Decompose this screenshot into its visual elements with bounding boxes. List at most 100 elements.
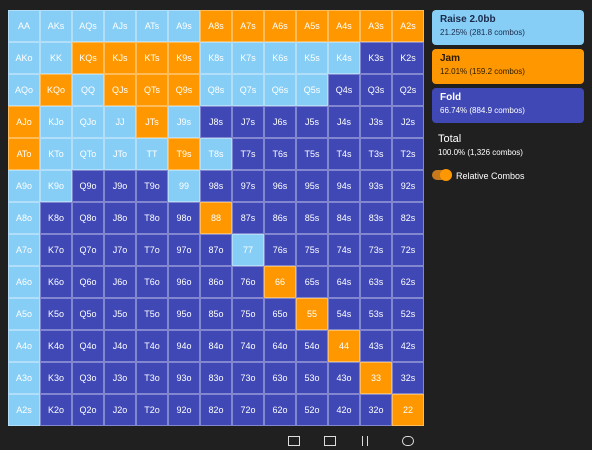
- legend-item: Raise 2.0bb 21.25% (281.8 combos): [432, 10, 584, 45]
- hand-cell: AA: [8, 10, 40, 42]
- hand-cell: 76s: [264, 234, 296, 266]
- hand-cell: Q4o: [72, 330, 104, 362]
- hand-cell: 76o: [232, 266, 264, 298]
- hand-cell: T9s: [168, 138, 200, 170]
- hand-cell: 54o: [296, 330, 328, 362]
- hand-cell: JTs: [136, 106, 168, 138]
- hand-cell: T6o: [136, 266, 168, 298]
- legend-detail: 12.01% (159.2 combos): [440, 67, 525, 76]
- legend-label: Fold: [440, 92, 462, 103]
- hand-cell: QTs: [136, 74, 168, 106]
- hand-cell: 97o: [168, 234, 200, 266]
- hand-cell: J9o: [104, 170, 136, 202]
- hand-cell: AKo: [8, 42, 40, 74]
- hand-cell: A8o: [8, 202, 40, 234]
- hand-cell: A6o: [8, 266, 40, 298]
- list-icon[interactable]: [288, 436, 300, 446]
- hand-cell: J5o: [104, 298, 136, 330]
- hand-cell: KJs: [104, 42, 136, 74]
- hand-cell: 72s: [392, 234, 424, 266]
- hand-cell: AJo: [8, 106, 40, 138]
- hand-cell: 73o: [232, 362, 264, 394]
- legend-item: Fold 66.74% (884.9 combos): [432, 88, 584, 123]
- hand-cell: QJs: [104, 74, 136, 106]
- hand-cell: 75o: [232, 298, 264, 330]
- hand-cell: T7o: [136, 234, 168, 266]
- hand-cell: 64o: [264, 330, 296, 362]
- hand-cell: 94o: [168, 330, 200, 362]
- hand-cell: QTo: [72, 138, 104, 170]
- total-detail: 100.0% (1,326 combos): [438, 148, 523, 157]
- total-label: Total: [438, 133, 462, 145]
- hand-cell: 95s: [296, 170, 328, 202]
- hand-cell: 97s: [232, 170, 264, 202]
- legend-detail: 21.25% (281.8 combos): [440, 28, 525, 37]
- hand-cell: J7s: [232, 106, 264, 138]
- hand-cell: K4o: [40, 330, 72, 362]
- chart-icon[interactable]: [402, 436, 414, 446]
- hand-cell: A4o: [8, 330, 40, 362]
- hand-cell: J9s: [168, 106, 200, 138]
- hand-cell: K2o: [40, 394, 72, 426]
- hand-cell: J8o: [104, 202, 136, 234]
- hand-cell: JTo: [104, 138, 136, 170]
- legend-label: Raise 2.0bb: [440, 14, 496, 25]
- hand-cell: T8s: [200, 138, 232, 170]
- hand-cell: K2s: [392, 42, 424, 74]
- hand-cell: 94s: [328, 170, 360, 202]
- legend-detail: 66.74% (884.9 combos): [440, 106, 525, 115]
- hand-cell: KQo: [40, 74, 72, 106]
- hand-cell: 92s: [392, 170, 424, 202]
- hand-cell: 86o: [200, 266, 232, 298]
- hand-cell: T2s: [392, 138, 424, 170]
- hand-cell: K9s: [168, 42, 200, 74]
- hand-cell: A7s: [232, 10, 264, 42]
- hand-cell: Q2s: [392, 74, 424, 106]
- hand-cell: J4o: [104, 330, 136, 362]
- hand-cell: A5o: [8, 298, 40, 330]
- hand-cell: 82s: [392, 202, 424, 234]
- hand-cell: 93s: [360, 170, 392, 202]
- hand-cell: T6s: [264, 138, 296, 170]
- hand-cell: Q8o: [72, 202, 104, 234]
- hand-cell: 98s: [200, 170, 232, 202]
- hand-cell: A4s: [328, 10, 360, 42]
- hand-cell: 98o: [168, 202, 200, 234]
- hand-cell: K7o: [40, 234, 72, 266]
- hand-cell: ATo: [8, 138, 40, 170]
- hand-cell: A9s: [168, 10, 200, 42]
- sort-icon[interactable]: [362, 436, 368, 446]
- hand-cell: 22: [392, 394, 424, 426]
- hand-cell: KK: [40, 42, 72, 74]
- hand-cell: 43o: [328, 362, 360, 394]
- hand-cell: 93o: [168, 362, 200, 394]
- hand-cell: Q4s: [328, 74, 360, 106]
- hand-cell: 87o: [200, 234, 232, 266]
- hand-cell: 53o: [296, 362, 328, 394]
- legend-label: Jam: [440, 53, 461, 64]
- hand-cell: 96s: [264, 170, 296, 202]
- hand-cell: 32s: [392, 362, 424, 394]
- hand-cell: 95o: [168, 298, 200, 330]
- hand-cell: 74o: [232, 330, 264, 362]
- hand-cell: 42o: [328, 394, 360, 426]
- hand-cell: 85o: [200, 298, 232, 330]
- hand-cell: T5o: [136, 298, 168, 330]
- hand-cell: AQs: [72, 10, 104, 42]
- hand-cell: J6o: [104, 266, 136, 298]
- hand-cell: 62o: [264, 394, 296, 426]
- hand-cell: J6s: [264, 106, 296, 138]
- hand-cell: QJo: [72, 106, 104, 138]
- hand-cell: KJo: [40, 106, 72, 138]
- hand-cell: 64s: [328, 266, 360, 298]
- hand-cell: Q7o: [72, 234, 104, 266]
- hand-cell: Q7s: [232, 74, 264, 106]
- table-icon[interactable]: [324, 436, 336, 446]
- toggle-switch[interactable]: [432, 169, 452, 181]
- hand-cell: A2s: [392, 10, 424, 42]
- hand-cell: 74s: [328, 234, 360, 266]
- range-grid: AA AKs AQs AJs ATs A9s A8s A7s A6s A5s A4s A3s A2s AK…: [8, 10, 424, 426]
- hand-cell: 63s: [360, 266, 392, 298]
- hand-cell: 92o: [168, 394, 200, 426]
- hand-cell: 85s: [296, 202, 328, 234]
